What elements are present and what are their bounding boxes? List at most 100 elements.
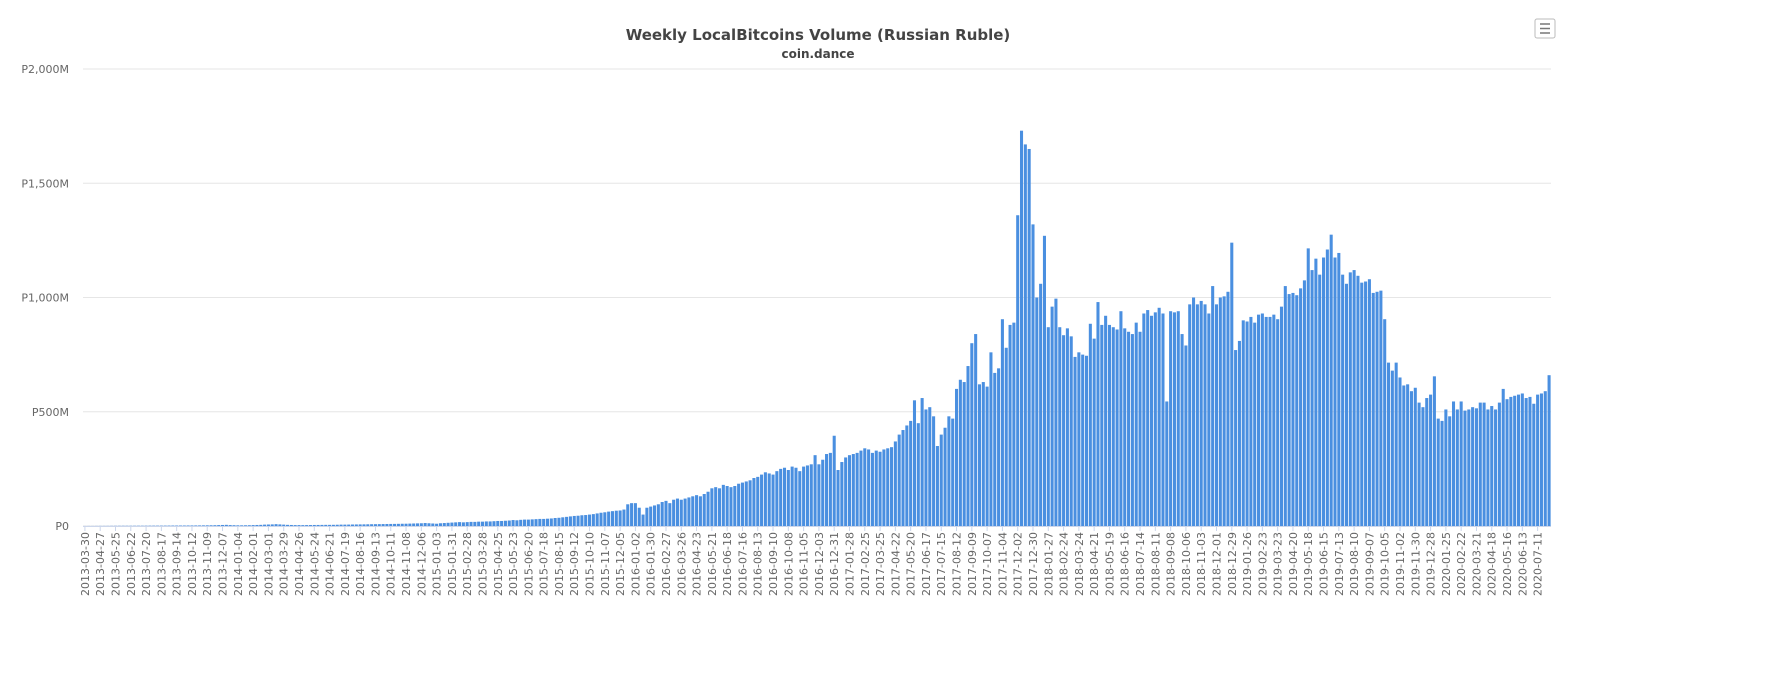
- bar: [450, 522, 454, 526]
- bar: [752, 478, 756, 526]
- bar: [882, 449, 886, 526]
- bar: [771, 474, 775, 526]
- bar: [1344, 283, 1349, 526]
- bar: [205, 525, 209, 526]
- bar: [977, 384, 982, 526]
- bar: [599, 512, 603, 526]
- bar: [958, 379, 962, 526]
- x-tick-label: 2013-09-14: [171, 532, 184, 596]
- bar: [1027, 148, 1031, 526]
- bar: [431, 523, 435, 526]
- bar: [989, 352, 993, 526]
- bar: [1490, 406, 1494, 526]
- bar: [1012, 322, 1016, 526]
- bar: [622, 509, 626, 526]
- bar: [737, 483, 741, 526]
- x-tick-label: 2019-11-02: [1394, 532, 1407, 596]
- bar: [362, 524, 366, 526]
- y-tick-label: P2,000M: [21, 63, 69, 76]
- bar: [1532, 403, 1536, 526]
- bar: [687, 497, 691, 526]
- bar: [1207, 313, 1211, 526]
- bar: [916, 423, 920, 526]
- bar: [610, 511, 615, 526]
- bar: [717, 488, 722, 526]
- bar: [702, 494, 706, 526]
- bar: [1276, 319, 1280, 526]
- bar: [714, 487, 718, 526]
- x-tick-label: 2018-01-27: [1042, 532, 1055, 596]
- bar: [955, 388, 959, 526]
- bar: [909, 420, 913, 526]
- bar: [790, 466, 794, 526]
- bar: [997, 368, 1001, 526]
- bar: [748, 480, 752, 526]
- bar: [855, 452, 859, 526]
- bar: [1188, 304, 1192, 526]
- bar: [1291, 292, 1295, 526]
- x-tick-label: 2018-09-08: [1165, 532, 1178, 596]
- bar: [1165, 401, 1169, 526]
- x-tick-label: 2016-09-10: [767, 532, 780, 596]
- bar: [1444, 409, 1448, 526]
- bar: [427, 523, 431, 526]
- x-tick-label: 2019-12-28: [1425, 532, 1438, 596]
- bar: [1364, 281, 1368, 526]
- x-tick-label: 2015-03-28: [476, 532, 489, 596]
- bar: [385, 523, 389, 526]
- x-tick-label: 2018-12-01: [1210, 532, 1223, 596]
- bar: [1402, 385, 1406, 526]
- bar: [924, 409, 928, 526]
- x-tick-label: 2017-12-30: [1027, 532, 1040, 596]
- bar: [1536, 394, 1540, 526]
- bar: [874, 450, 878, 526]
- bar: [763, 472, 767, 526]
- x-tick-label: 2019-02-23: [1256, 532, 1269, 596]
- x-tick-label: 2013-10-12: [186, 532, 199, 596]
- bar: [744, 481, 748, 526]
- bar: [1432, 376, 1436, 526]
- bar: [251, 525, 255, 526]
- bar: [190, 525, 194, 526]
- bar: [760, 474, 764, 526]
- bar: [576, 515, 580, 526]
- bar: [435, 523, 439, 526]
- bar: [1253, 322, 1257, 526]
- bar: [1211, 286, 1215, 526]
- bar: [1306, 248, 1310, 526]
- bar: [553, 518, 557, 526]
- x-tick-label: 2016-02-27: [660, 532, 673, 596]
- bar: [274, 524, 278, 526]
- bar: [668, 503, 672, 526]
- bar: [1471, 407, 1475, 526]
- bar: [293, 525, 297, 526]
- x-tick-label: 2017-07-15: [935, 532, 948, 596]
- bar: [366, 524, 370, 526]
- bar: [1161, 313, 1165, 526]
- bar: [1127, 331, 1131, 526]
- chart-title: Weekly LocalBitcoins Volume (Russian Rub…: [626, 26, 1011, 44]
- x-tick-label: 2015-02-28: [461, 532, 474, 596]
- bar: [1516, 394, 1521, 526]
- bar: [263, 524, 267, 526]
- bar: [1203, 304, 1207, 526]
- x-tick-label: 2020-06-13: [1516, 532, 1529, 596]
- x-tick-label: 2017-09-09: [966, 532, 979, 596]
- bar: [568, 516, 572, 526]
- menu-button[interactable]: [1534, 18, 1556, 39]
- bar: [1004, 347, 1008, 526]
- bar: [1184, 345, 1188, 526]
- bar: [538, 518, 542, 526]
- bar: [1107, 324, 1111, 526]
- bar: [614, 510, 618, 526]
- bar: [1379, 290, 1383, 526]
- bar: [1371, 292, 1375, 526]
- bar: [511, 520, 515, 526]
- bar: [1417, 402, 1421, 526]
- x-tick-label: 2013-03-30: [79, 532, 92, 596]
- bar: [488, 521, 492, 526]
- bar: [1333, 257, 1337, 526]
- bar: [503, 520, 507, 526]
- bar: [1157, 307, 1161, 526]
- bar: [278, 524, 282, 526]
